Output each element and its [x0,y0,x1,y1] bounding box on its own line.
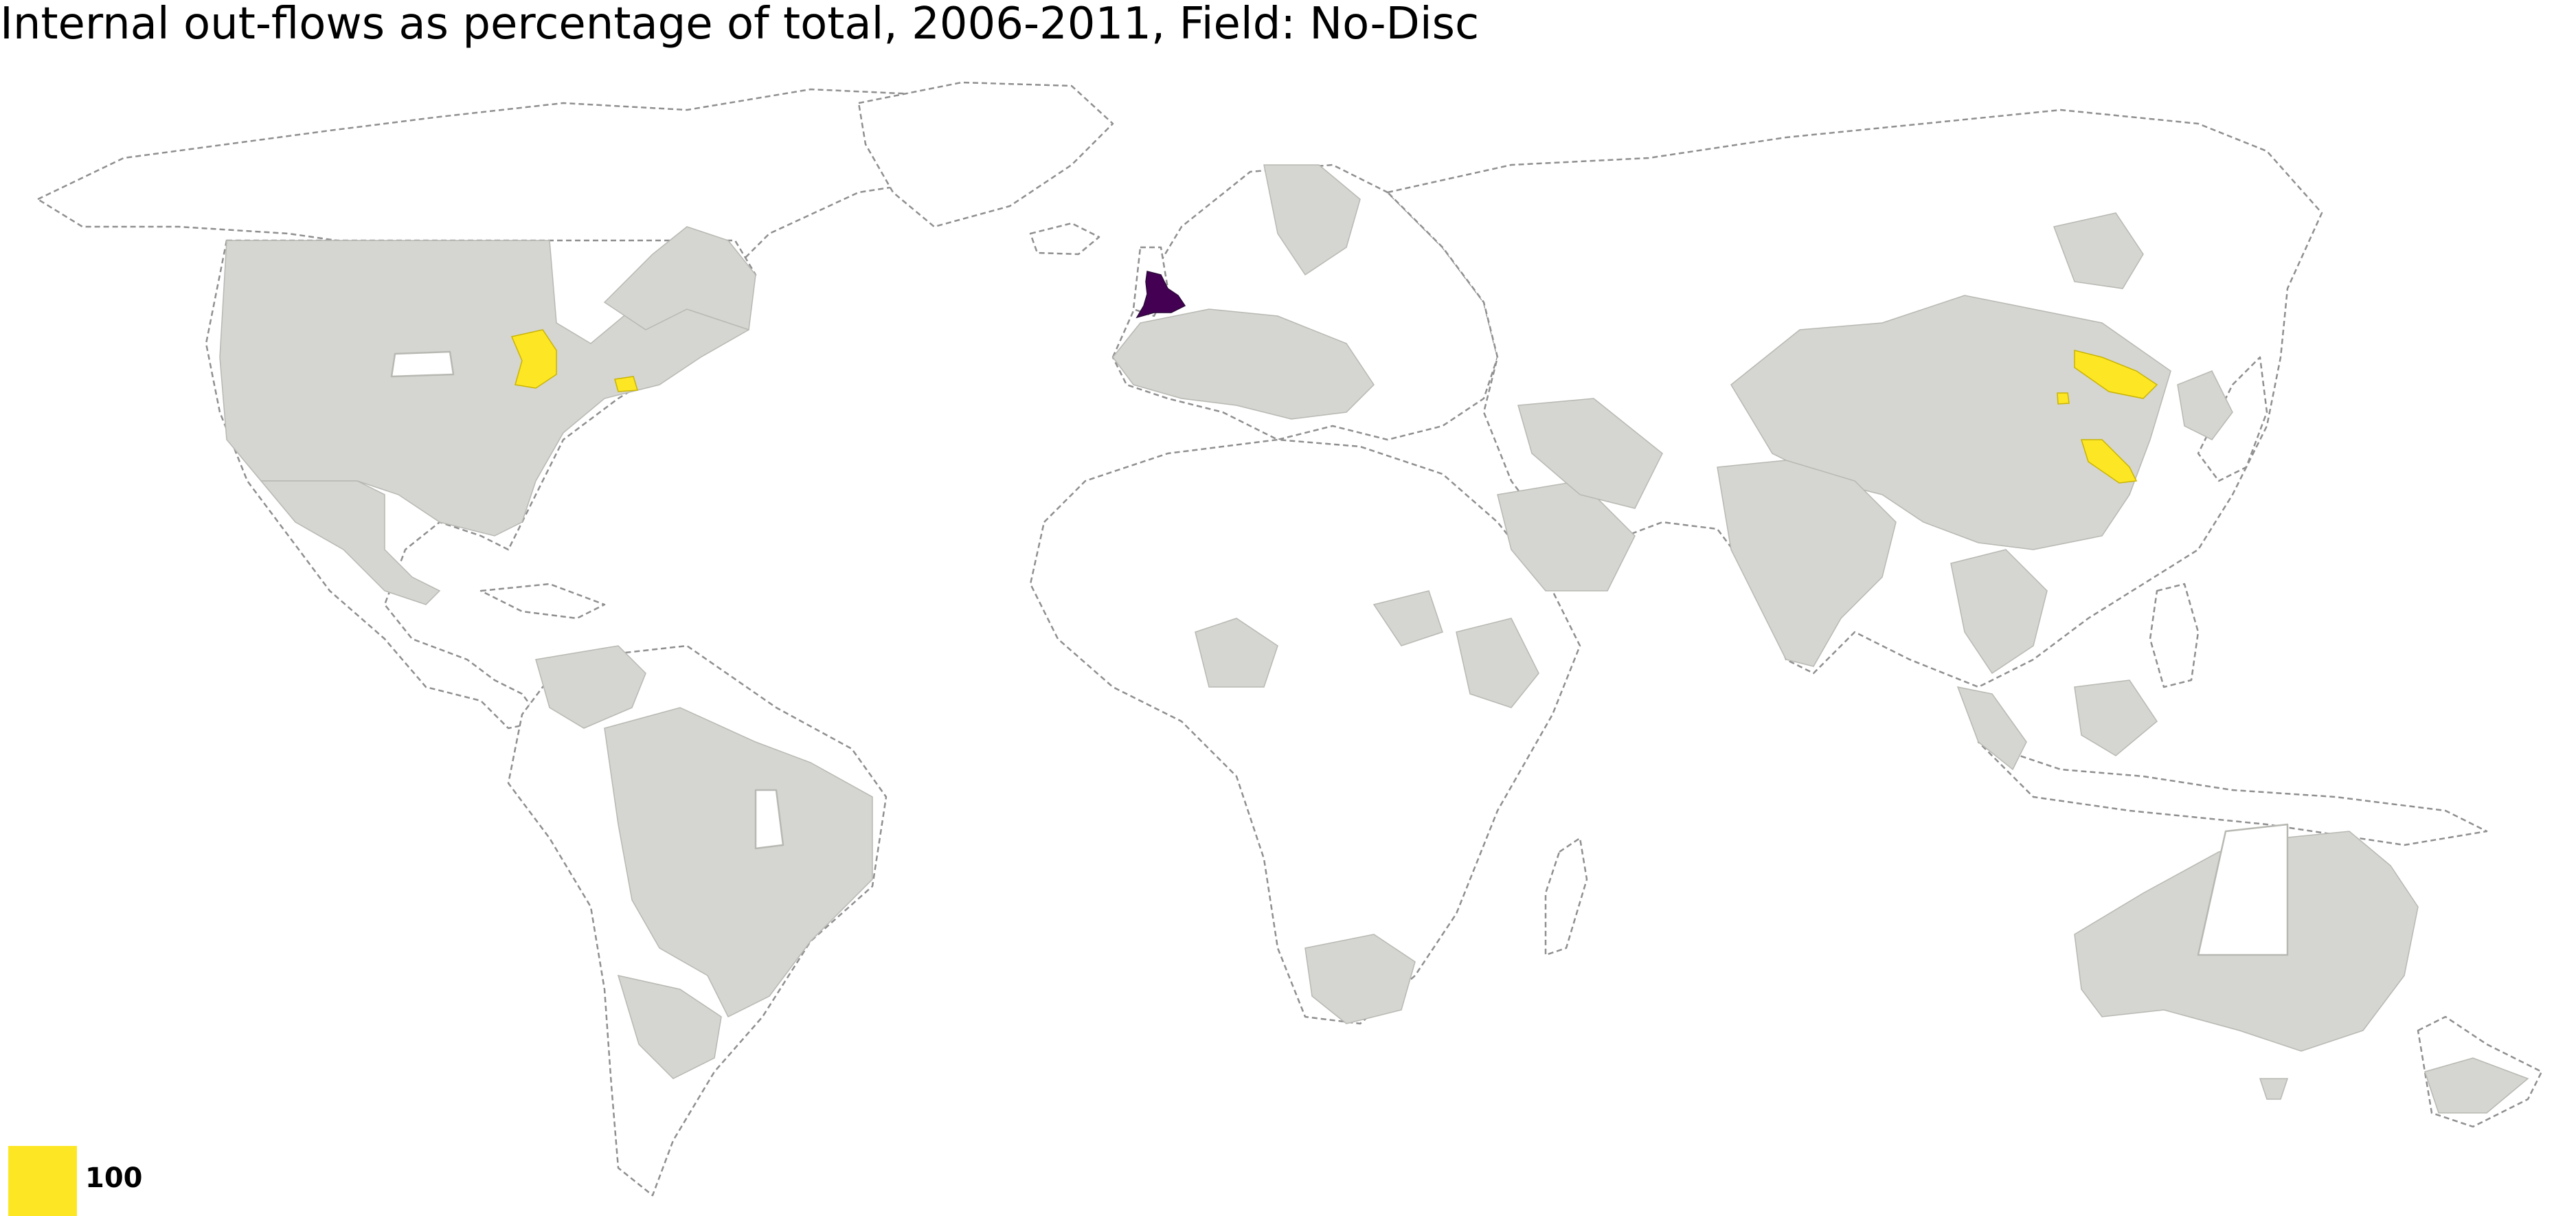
legend-swatch-100 [8,1146,77,1216]
region-korea-japan [2177,370,2233,440]
outline-madagascar [1544,837,1588,956]
highlight-united-kingdom-home [1136,271,1186,319]
region-western-europe [1112,308,1375,420]
region-tasmania [2259,1078,2289,1100]
region-argentina-parts [617,974,722,1079]
region-mexico [260,480,441,605]
outline-caribbean [479,583,606,620]
data-regions [219,164,2529,1114]
hole-brazil-lake [754,789,784,850]
region-colombia-venezuela [535,645,646,729]
map-title: Internal out-flows as percentage of tota… [0,0,1480,49]
region-south-africa [1304,934,1416,1024]
highlight-us-northeast [614,376,638,392]
hole-australia-interior [2197,823,2289,956]
outline-greenland [857,81,1114,228]
region-southeast-asia [1950,549,2048,675]
region-iran [1517,398,1663,509]
highlight-jiangsu [2080,439,2138,484]
region-scandinavia [1263,164,1361,276]
region-india [1717,460,1897,667]
outline-indonesia [1977,741,2488,846]
region-canada-east [603,226,756,331]
region-west-africa [1195,618,1278,688]
region-borneo [2074,679,2158,756]
region-east-africa [1456,618,1539,708]
outline-philippines [2149,583,2200,688]
region-brazil [604,707,873,1018]
highlight-beijing [2057,392,2070,405]
region-egypt-sudan [1372,590,1443,646]
hole-usa-plains [390,350,455,378]
legend-label-100: 100 [85,1162,143,1194]
region-sumatra [1956,686,2027,771]
outline-iceland [1029,222,1100,256]
outline-africa [1029,438,1581,1025]
outline-japan [2197,356,2268,482]
highlighted-regions [510,271,2158,484]
highlight-great-lakes [510,329,557,389]
no-data-holes [390,350,2289,956]
region-new-zealand [2424,1057,2529,1114]
region-russia-east [2053,212,2144,289]
highlight-northeast-china [2074,350,2158,399]
